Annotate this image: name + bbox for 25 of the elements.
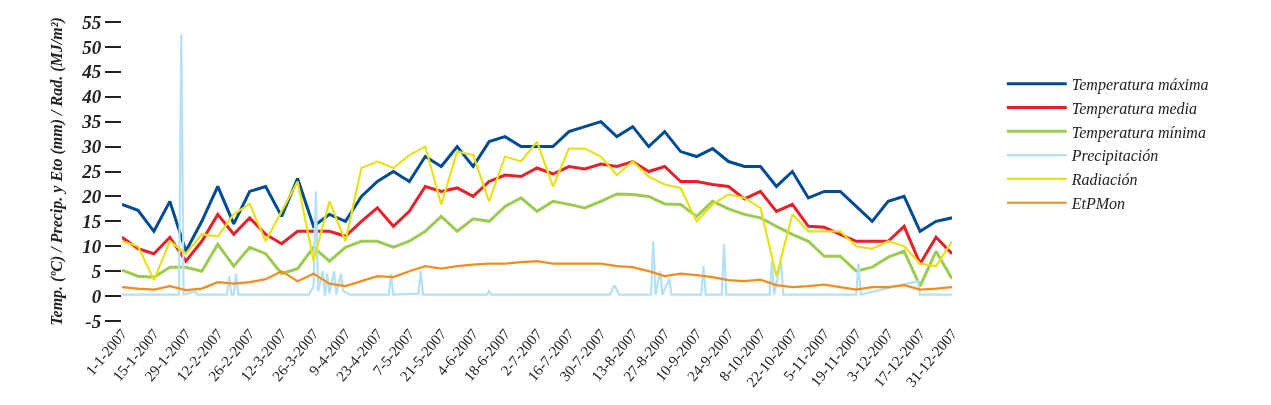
legend-label: Temperatura mínima [1071, 123, 1206, 142]
line-series [122, 192, 952, 288]
legend-label: Temperatura media [1071, 99, 1197, 118]
y-tick-label: 15 [82, 210, 102, 232]
y-tick-label: 10 [82, 235, 102, 257]
line-series [122, 120, 952, 253]
line-series [122, 140, 952, 282]
y-tick-label: -5 [85, 310, 102, 332]
y-tick-label: 20 [81, 186, 102, 208]
legend-label: EtPMon [1070, 194, 1126, 212]
legend-label: Temperatura máxima [1071, 75, 1209, 94]
y-tick-label: 55 [82, 11, 102, 33]
legend-label: Radiación [1070, 171, 1138, 189]
y-tick-label: 35 [81, 111, 102, 133]
y-axis-title: Temp. (ºC) / Precip. y Eto (mm) / Rad. (MJ/m²) [48, 17, 67, 326]
line-series [122, 260, 952, 292]
y-tick-label: 30 [81, 136, 102, 158]
legend-label: Precipitación [1070, 147, 1159, 166]
y-tick-label: 25 [81, 161, 102, 183]
y-tick-label: 40 [81, 86, 102, 108]
y-tick-label: 45 [81, 61, 102, 83]
line-series [122, 33, 952, 298]
y-tick-label: 0 [91, 285, 102, 307]
y-tick-label: 50 [82, 36, 102, 58]
y-tick-label: 5 [91, 260, 102, 282]
